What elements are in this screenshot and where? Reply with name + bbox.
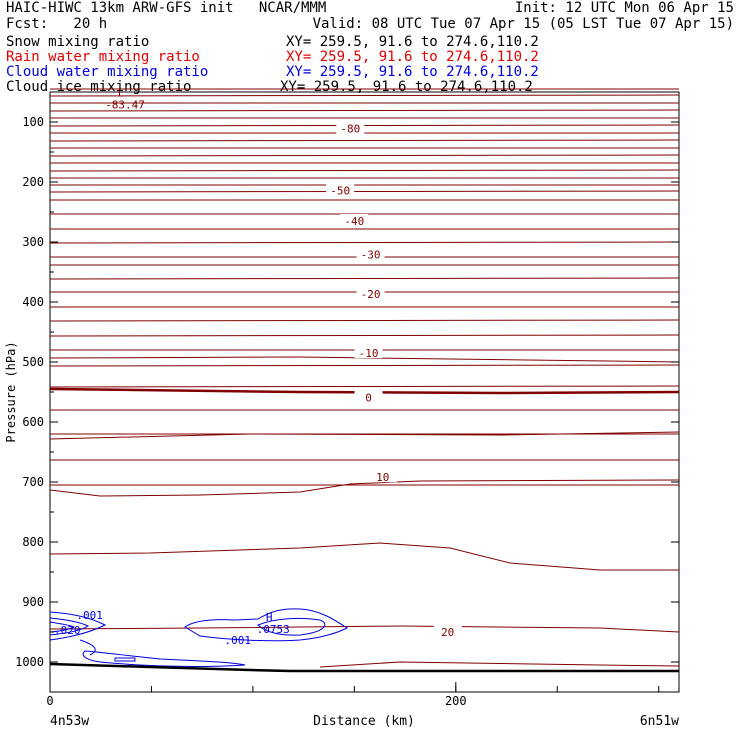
temperature-contour-label: 20 xyxy=(441,626,454,639)
temperature-contour-label: -20 xyxy=(361,288,381,301)
y-tick-label: 900 xyxy=(22,595,44,609)
cloud-water-contour-label: .001 xyxy=(76,609,103,622)
header-line1-right: Init: 12 UTC Mon 06 Apr 15 xyxy=(514,0,734,16)
field-snow-xy: XY= 259.5, 91.6 to 274.6,110.2 xyxy=(286,34,539,50)
temperature-contour-line xyxy=(49,139,680,142)
temperature-contour-line xyxy=(49,319,680,322)
field-rain-xy: XY= 259.5, 91.6 to 274.6,110.2 xyxy=(286,49,539,65)
y-tick-label: 800 xyxy=(22,535,44,549)
y-tick-label: 1000 xyxy=(15,655,44,669)
temperature-contour-line xyxy=(49,479,680,497)
temperature-contour-label: 10 xyxy=(376,471,389,484)
cloud-water-contour-line xyxy=(184,608,348,642)
temperature-contour-line xyxy=(49,334,680,337)
y-tick-label: 600 xyxy=(22,415,44,429)
temperature-contour-label: -30 xyxy=(361,249,381,262)
x-tick-label: 200 xyxy=(445,694,467,708)
contour-label-background xyxy=(340,214,369,226)
temperature-contour-line xyxy=(49,277,680,280)
cloud-water-contour-line xyxy=(79,639,96,656)
y-tick-label: 400 xyxy=(22,295,44,309)
field-cloudice-name: Cloud ice mixing ratio xyxy=(6,79,192,95)
header-line2-right: Valid: 08 UTC Tue 07 Apr 15 (05 LST Tue … xyxy=(312,16,734,32)
endpoint-left: 4n53w xyxy=(50,714,89,729)
cloud-water-contour-line xyxy=(49,621,76,633)
y-tick-label: 100 xyxy=(22,115,44,129)
temperature-contour-line xyxy=(49,542,679,571)
temperature-contour-line xyxy=(49,364,680,367)
field-cloudwater-xy: XY= 259.5, 91.6 to 274.6,110.2 xyxy=(286,64,539,80)
extremum-value: -83.47 xyxy=(105,99,145,112)
contour-label-background xyxy=(326,183,355,196)
field-cloudwater-name: Cloud water mixing ratio xyxy=(6,64,209,80)
temperature-contour-line xyxy=(49,241,680,244)
cloud-water-contour-label: .020 xyxy=(54,624,80,637)
y-tick-label: 300 xyxy=(22,235,44,249)
cloud-water-contour-line xyxy=(82,650,246,667)
cloud-water-contour-line xyxy=(257,617,326,636)
y-tick-label: 700 xyxy=(22,475,44,489)
header-line2-left: Fcst: 20 h xyxy=(6,16,108,32)
y-axis-label: Pressure (hPa) xyxy=(4,341,18,442)
extremum-value: .0753 xyxy=(257,623,290,636)
cloud-water-contour-line xyxy=(114,657,136,662)
temperature-contour-line xyxy=(49,169,680,172)
temperature-contour-line xyxy=(49,190,680,193)
extremum-symbol: L xyxy=(118,87,125,100)
temperature-contour-label: -80 xyxy=(340,123,360,136)
contour-label-background xyxy=(433,625,462,637)
temperature-contour-line xyxy=(49,154,680,157)
cloud-water-contour-line xyxy=(49,611,107,641)
extremum-symbol: H xyxy=(266,611,273,624)
temperature-contour-label: -50 xyxy=(330,184,350,197)
temperature-contour-line xyxy=(49,387,680,395)
endpoint-right: 6n51w xyxy=(640,714,679,729)
cloud-water-contours xyxy=(49,608,348,667)
terrain-line xyxy=(49,662,679,673)
temperature-contour-line xyxy=(49,431,680,440)
header-line1-left: HAIC-HIWC 13km ARW-GFS init NCAR/MMM xyxy=(6,0,327,16)
field-cloudice-xy: XY= 259.5, 91.6 to 274.6,110.2 xyxy=(280,79,533,95)
temperature-contour-line xyxy=(319,661,680,668)
temperature-contour-label: -40 xyxy=(344,215,364,228)
temperature-contour-line xyxy=(49,625,680,633)
x-tick-label: 0 xyxy=(46,694,53,708)
temperature-contours xyxy=(49,88,680,668)
contour-label-background xyxy=(336,121,365,134)
x-axis-label: Distance (km) xyxy=(313,714,415,729)
cloud-water-contour-line xyxy=(49,617,89,636)
contour-label-background xyxy=(354,346,383,358)
contour-labels: -80 -50 -40 -30 -20 -10 0 10 20 L-83.47 H.0753 .001… xyxy=(54,87,462,647)
temperature-contour-line xyxy=(49,385,680,388)
contour-label-background xyxy=(356,287,385,300)
field-rain-name: Rain water mixing ratio xyxy=(6,49,200,65)
temperature-contour-line xyxy=(49,356,680,363)
temperature-contour-line xyxy=(49,124,680,127)
cloud-water-contour-label: .001 xyxy=(224,634,251,647)
contour-label-background xyxy=(354,390,383,403)
y-tick-label: 200 xyxy=(22,175,44,189)
contour-label-background xyxy=(356,247,385,260)
temperature-contour-line xyxy=(49,94,680,97)
temperature-contour-line xyxy=(49,109,680,112)
contour-label-background xyxy=(368,470,397,483)
temperature-contour-label: 0 xyxy=(365,391,372,404)
temperature-contour-label: -10 xyxy=(359,347,379,360)
y-tick-label: 500 xyxy=(22,355,44,369)
field-snow-name: Snow mixing ratio xyxy=(6,34,150,50)
